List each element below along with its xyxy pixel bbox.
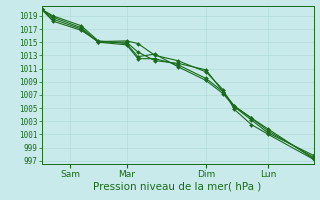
X-axis label: Pression niveau de la mer( hPa ): Pression niveau de la mer( hPa ) [93, 181, 262, 191]
